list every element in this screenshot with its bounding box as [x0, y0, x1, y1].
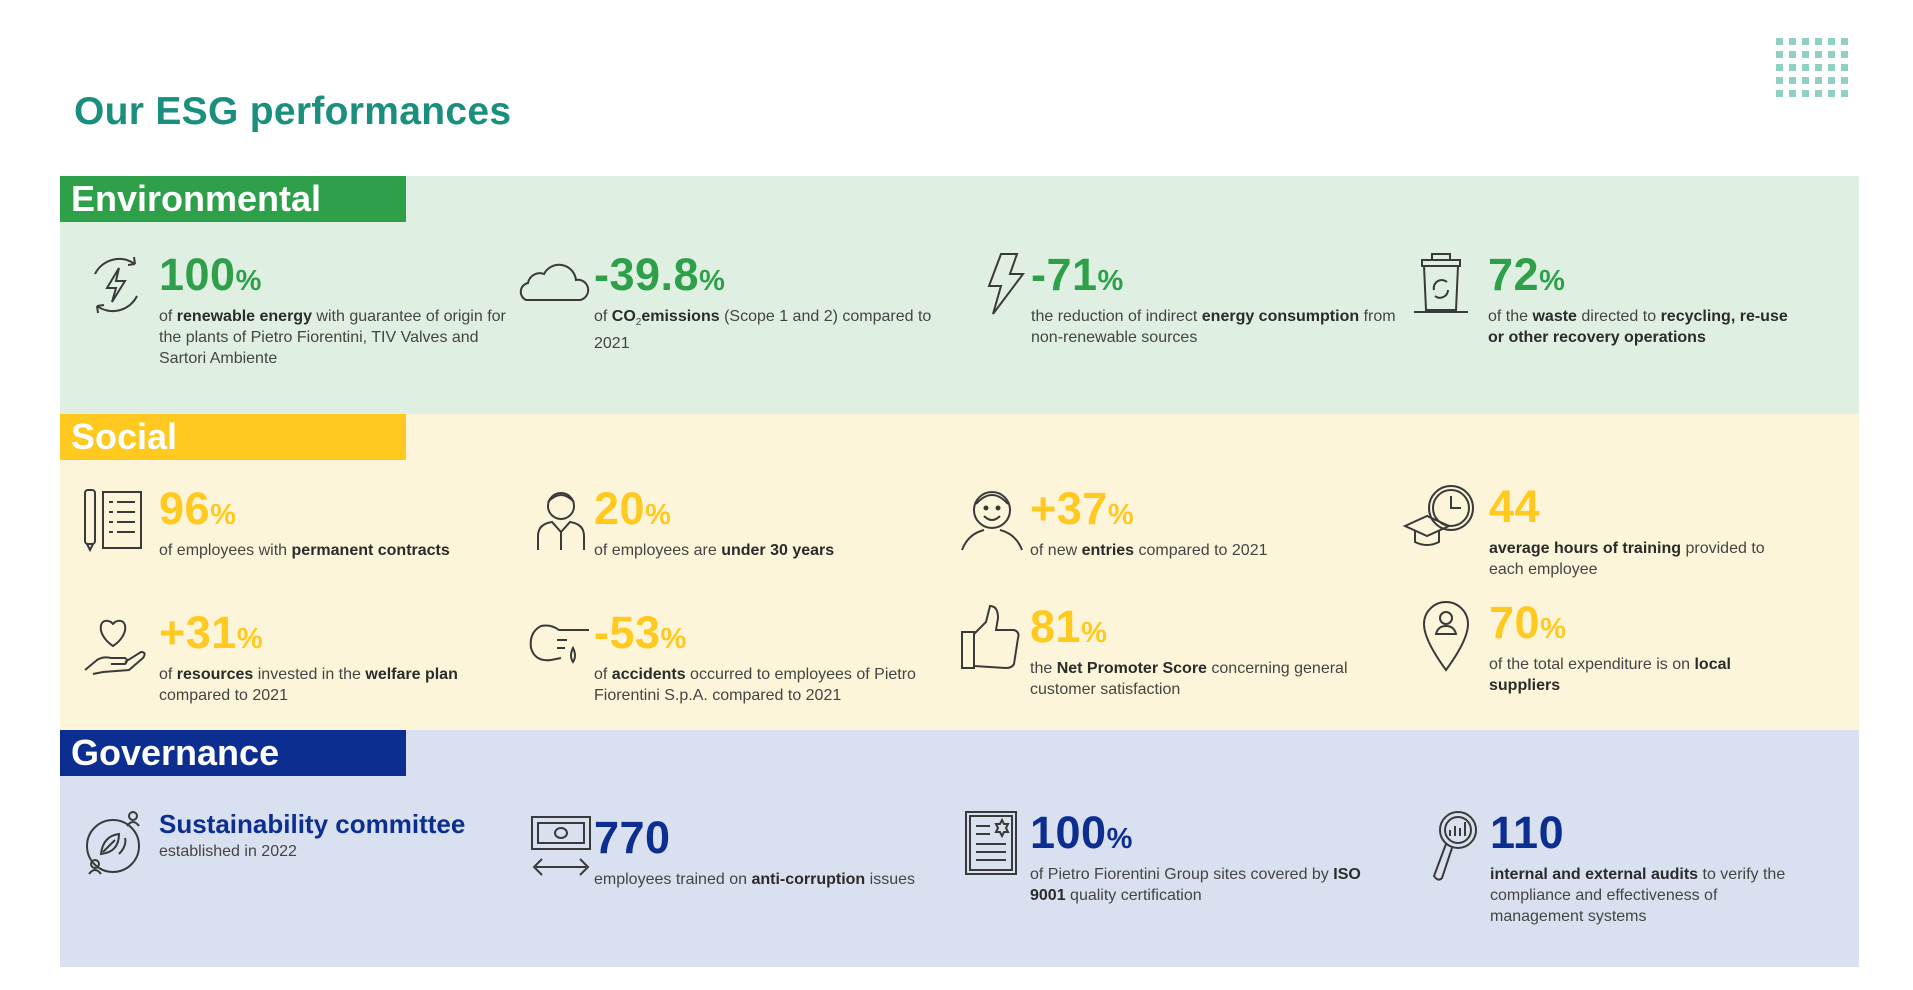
stat-value: 20% [594, 483, 672, 534]
stat-value: 100% [1030, 807, 1133, 858]
stat-description: of Pietro Fiorentini Group sites covered… [1030, 866, 1361, 904]
environmental-label: Environmental [60, 176, 406, 222]
stat-value: 72% [1488, 249, 1566, 300]
training-clock-icon [1402, 484, 1479, 550]
stat-value: 81% [1030, 601, 1108, 652]
stat-description: of new entries compared to 2021 [1030, 542, 1268, 559]
stat-value: -39.8% [594, 249, 726, 300]
stat-description: established in 2022 [159, 843, 297, 860]
stat-description: of employees are under 30 years [594, 542, 835, 559]
thumbs-up-icon [960, 604, 1020, 670]
stat-description: of accidents occurred to employees of Pi… [594, 666, 916, 704]
audit-magnifier-icon [1430, 810, 1478, 882]
stat-description: the reduction of indirect energy consump… [1031, 308, 1396, 346]
stat-description: of renewable energy with guarantee of or… [159, 308, 506, 367]
stat-value: 44 [1489, 481, 1541, 532]
stat-value: 100% [159, 249, 262, 300]
governance-label: Governance [60, 730, 406, 776]
stat-description: of employees with permanent contracts [159, 542, 450, 559]
environmental-section: Environmental 100% of renewable energy w… [60, 176, 1859, 414]
smiling-person-icon [960, 486, 1024, 552]
contract-icon [83, 486, 143, 553]
stat-description: average hours of training provided to ea… [1489, 540, 1765, 578]
sustainability-committee-icon [83, 810, 149, 876]
stat-description: internal and external audits to verify t… [1490, 866, 1786, 925]
page-title: Our ESG performances [74, 90, 512, 133]
certificate-icon [964, 810, 1018, 876]
young-employee-icon [534, 486, 588, 552]
stat-value: 770 [594, 812, 671, 863]
stat-description: of the total expenditure is on local sup… [1489, 656, 1731, 694]
stat-value: 96% [159, 483, 237, 534]
stat-value: 110 [1490, 807, 1565, 858]
location-pin-icon [1422, 600, 1470, 672]
social-label: Social [60, 414, 406, 460]
recycling-bin-icon [1412, 252, 1470, 318]
heart-hand-icon [83, 610, 147, 676]
committee-heading: Sustainability committee [159, 809, 466, 839]
stat-description: of CO2emissions (Scope 1 and 2) compared… [594, 308, 932, 353]
stat-value: 70% [1489, 597, 1567, 648]
stat-description: the Net Promoter Score concerning genera… [1030, 660, 1348, 698]
decorative-dots [1776, 38, 1848, 97]
renewable-energy-icon [83, 252, 149, 318]
stat-value: -71% [1031, 249, 1124, 300]
banknote-icon [530, 815, 592, 881]
stat-value: -53% [594, 607, 687, 658]
governance-section: Governance Sustainability committee esta… [60, 730, 1859, 967]
stat-description: of resources invested in the welfare pla… [159, 666, 458, 704]
stat-value: +31% [159, 607, 264, 658]
pointing-hand-icon [527, 610, 593, 676]
lightning-icon [979, 252, 1035, 318]
stat-value: +37% [1030, 483, 1135, 534]
cloud-icon [516, 252, 590, 318]
stat-description: of the waste directed to recycling, re-u… [1488, 308, 1788, 346]
social-section: Social 96% of employees with permanent c… [60, 414, 1859, 730]
stat-description: employees trained on anti-corruption iss… [594, 871, 915, 888]
